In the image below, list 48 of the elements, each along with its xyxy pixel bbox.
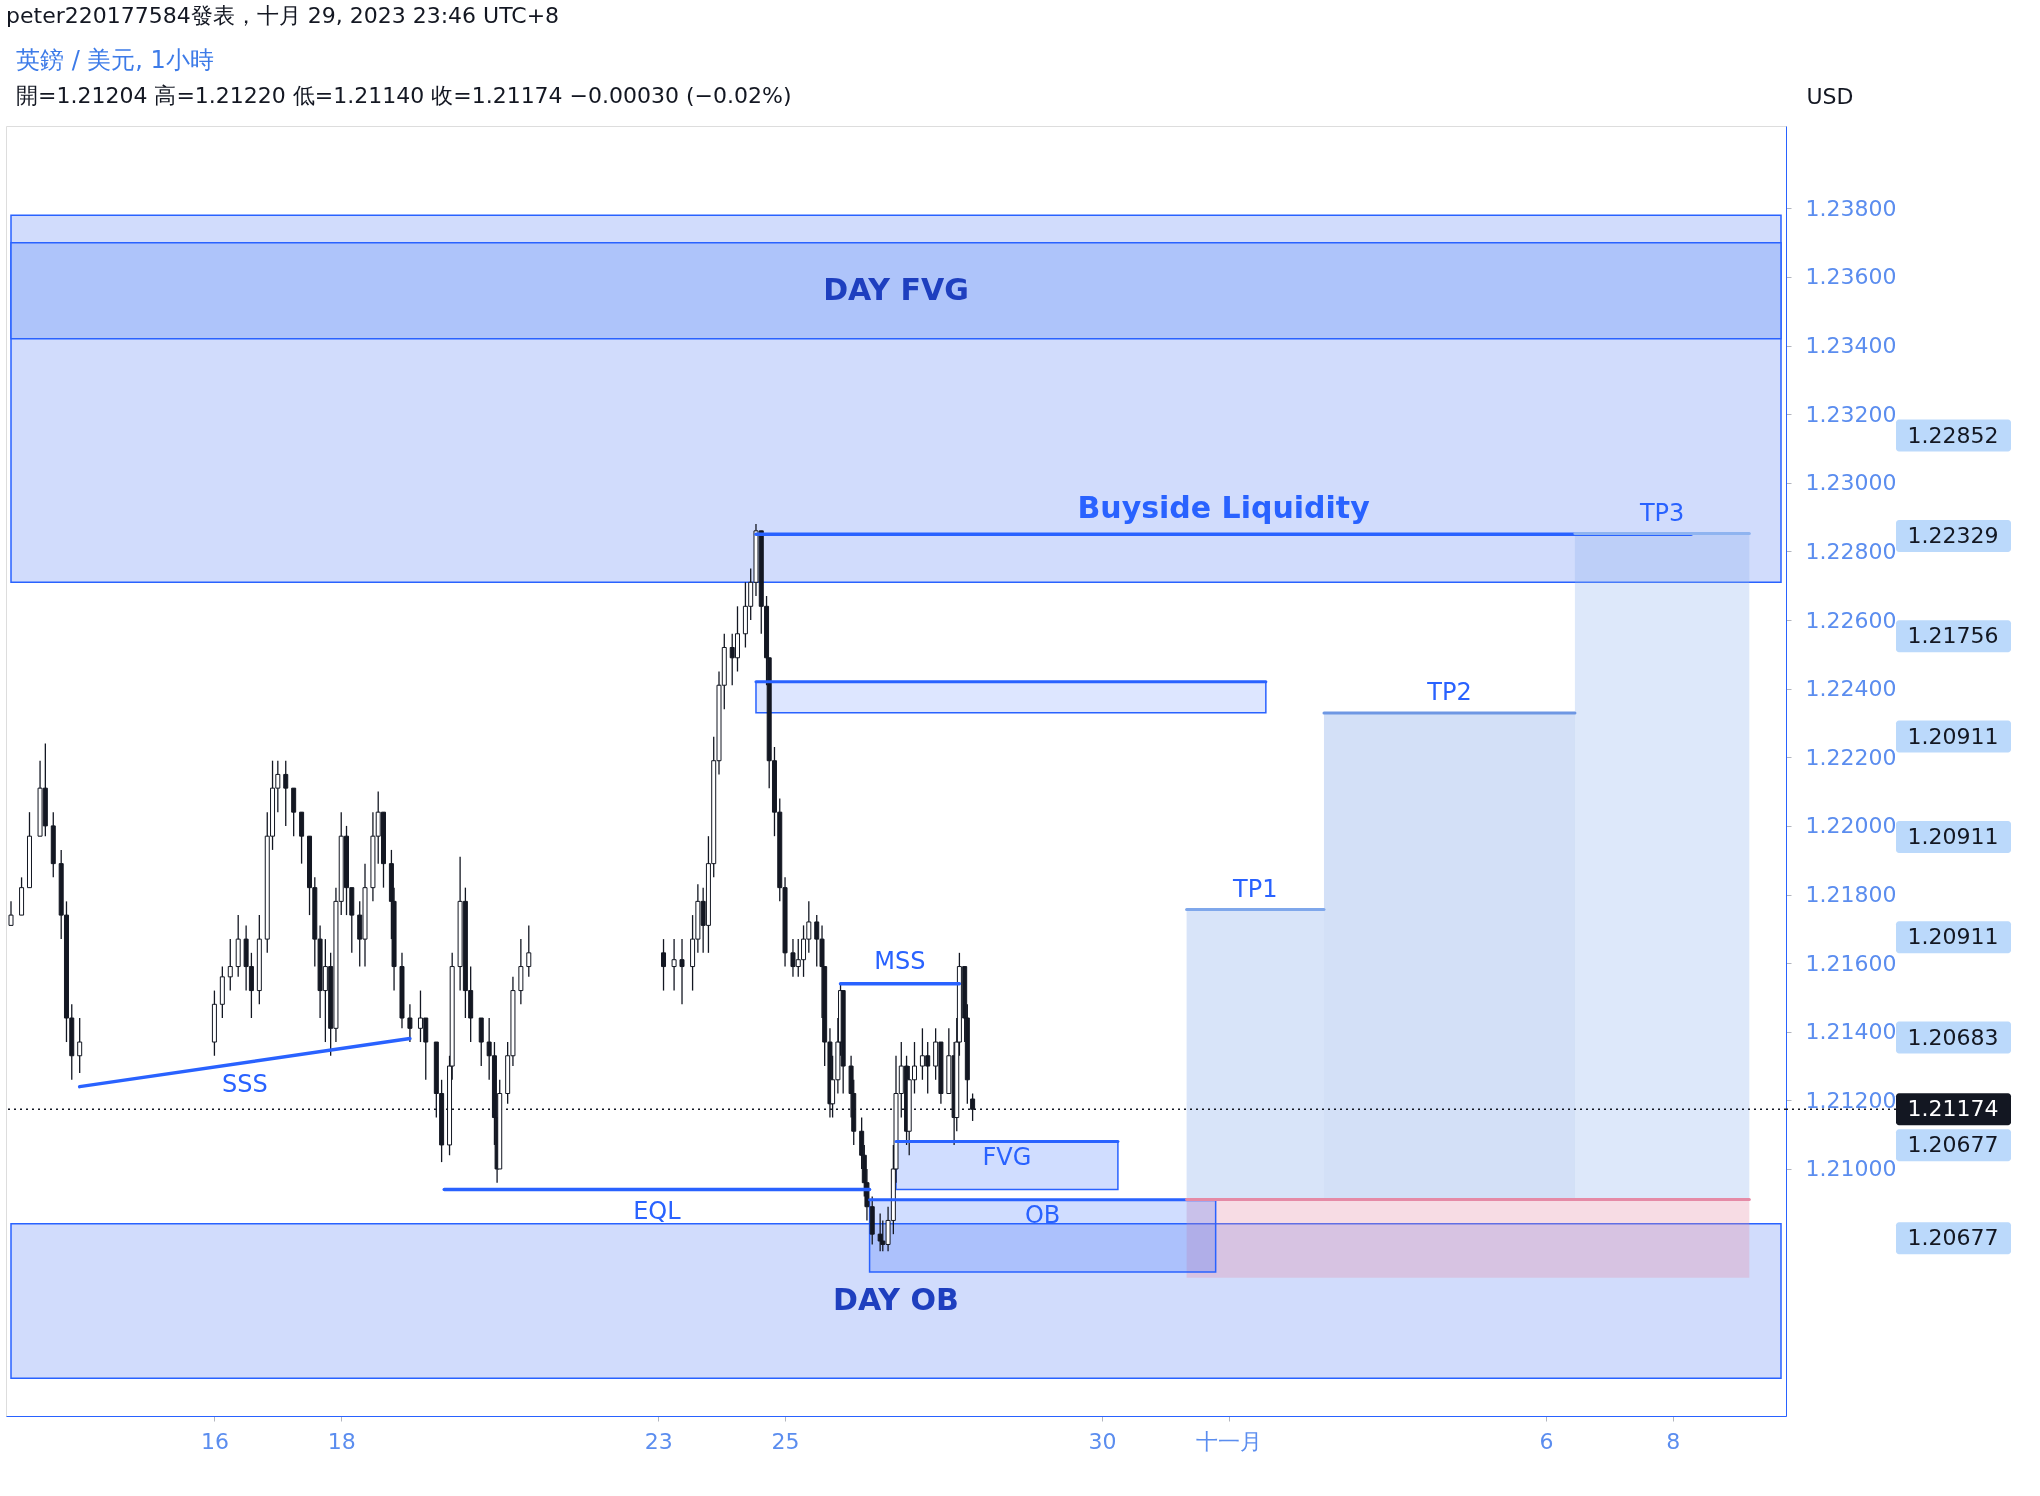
x-tick-label: 30 xyxy=(1088,1428,1117,1454)
text: 1.22852 xyxy=(1907,422,1999,448)
text: 1.20911 xyxy=(1907,924,1999,950)
text: 1.20911 xyxy=(1907,723,1999,749)
y-tick-label: 1.22600 xyxy=(1805,607,1897,633)
y-axis-title: USD xyxy=(1806,83,1854,109)
x-tick-label: 23 xyxy=(644,1428,673,1454)
y-tick-label: 1.21800 xyxy=(1805,882,1897,908)
chart-title: 英鎊 / 美元, 1小時 xyxy=(16,46,214,74)
y-tick-label: 1.21200 xyxy=(1805,1087,1897,1113)
series-label: MSS xyxy=(874,946,926,975)
x-tick-label: 8 xyxy=(1666,1428,1681,1454)
y-tick-label: 1.22800 xyxy=(1805,538,1897,564)
text: 1.20677 xyxy=(1907,1132,1999,1158)
series-label: TP2 xyxy=(1426,678,1472,707)
y-tick-label: 1.21400 xyxy=(1805,1019,1897,1045)
series-label: OB xyxy=(1024,1200,1061,1229)
series-label: SSS xyxy=(221,1069,268,1098)
x-tick-label: 6 xyxy=(1539,1428,1554,1454)
x-tick-label: 16 xyxy=(200,1428,229,1454)
y-tick-label: 1.22200 xyxy=(1805,744,1897,770)
y-tick-label: 1.23600 xyxy=(1805,264,1897,290)
text: peter220177584發表，十月 29, 2023 23:46 UTC+8 xyxy=(6,3,560,28)
y-tick-label: 1.22000 xyxy=(1805,813,1897,839)
text: 1.21756 xyxy=(1907,623,1999,649)
text: 1.22329 xyxy=(1907,522,1999,548)
text: 1.20911 xyxy=(1907,823,1999,849)
y-tick-label: 1.21000 xyxy=(1805,1156,1897,1182)
x-tick-label: 十一月 xyxy=(1196,1428,1263,1454)
y-tick-label: 1.22400 xyxy=(1805,676,1897,702)
ref-line-label: 1.21174 xyxy=(1907,1096,1999,1122)
series-label: Buyside Liquidity xyxy=(1077,490,1371,526)
y-tick-label: 1.23800 xyxy=(1805,195,1897,221)
series-label: EQL xyxy=(633,1196,682,1225)
series-label: TP3 xyxy=(1638,498,1685,527)
series-label: TP1 xyxy=(1232,874,1278,903)
text: 1.20683 xyxy=(1907,1024,1999,1050)
series-label: FVG xyxy=(982,1142,1032,1171)
y-tick-label: 1.23400 xyxy=(1805,333,1897,359)
x-tick-label: 18 xyxy=(327,1428,356,1454)
y-tick-label: 1.23200 xyxy=(1805,401,1897,427)
x-tick-label: 25 xyxy=(771,1428,800,1454)
band-label: DAY FVG xyxy=(823,271,969,307)
y-tick-label: 1.21600 xyxy=(1805,950,1897,976)
chart-subtitle: 開=1.21204 高=1.21220 低=1.21140 收=1.21174 −0.00030 (−0.02%) xyxy=(16,83,792,108)
band-label: DAY OB xyxy=(833,1282,959,1318)
y-tick-label: 1.23000 xyxy=(1805,470,1897,496)
text: 1.20677 xyxy=(1907,1225,1999,1251)
